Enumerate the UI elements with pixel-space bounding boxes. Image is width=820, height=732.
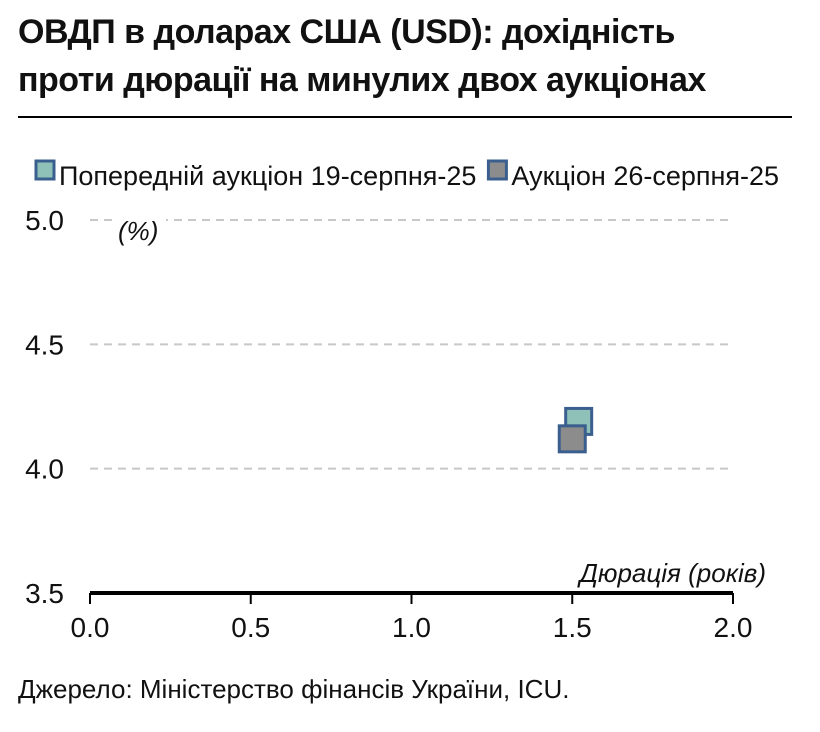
chart-title-line-2: проти дюрації на минулих двох аукціонах <box>18 61 706 99</box>
legend-swatch-2 <box>486 159 508 181</box>
data-point-series-2-1 <box>557 424 587 454</box>
title-divider <box>18 116 792 118</box>
x-tick-label-4: 1.5 <box>553 612 592 643</box>
x-tick-label-2: 0.5 <box>231 612 270 643</box>
source-note: Джерело: Міністерство фінансів України, … <box>18 674 570 704</box>
y-tick-label-1: 3.5 <box>25 578 64 609</box>
x-tick-label-1: 0.0 <box>71 612 110 643</box>
legend-swatch-1 <box>34 159 56 181</box>
y-axis-label: (%) <box>118 216 158 246</box>
x-tick-label-5: 2.0 <box>714 612 753 643</box>
x-axis-label: Дюрація (років) <box>577 558 766 588</box>
y-axis-label-background <box>112 210 166 240</box>
legend-label-1: Попередній аукціон 19-серпня-25 <box>59 161 476 191</box>
scatter-chart: Попередній аукціон 19-серпня-25 Аукціон 2… <box>25 159 779 643</box>
y-tick-label-2: 4.0 <box>25 454 64 485</box>
y-tick-label-3: 4.5 <box>25 329 64 360</box>
y-tick-label-4: 5.0 <box>25 205 64 236</box>
chart-title: ОВДП в доларах США (USD): дохідність про… <box>18 8 798 104</box>
chart-title-line-1: ОВДП в доларах США (USD): дохідність <box>18 13 675 51</box>
legend-label-2: Аукціон 26-серпня-25 <box>511 161 779 191</box>
x-tick-label-3: 1.0 <box>392 612 431 643</box>
